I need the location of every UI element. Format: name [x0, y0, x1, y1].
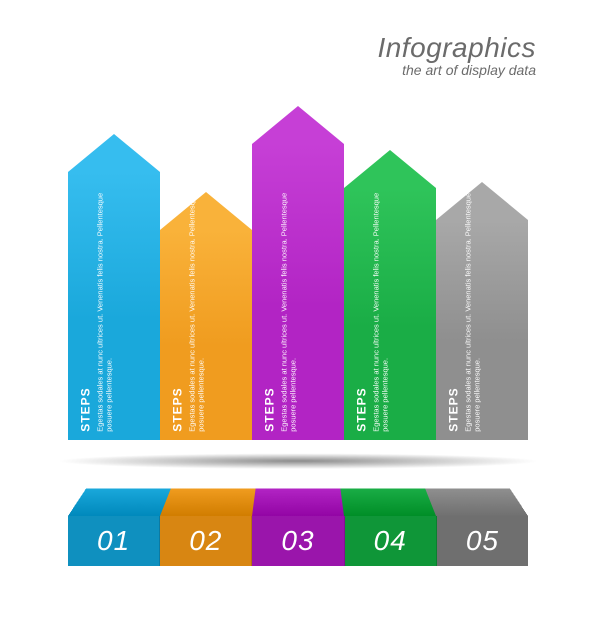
step-description: Egestas sodales at nunc ultrices ut. Ven… [371, 172, 390, 432]
step-label: STEPS [446, 172, 460, 432]
arrow-column-5: STEPS Egestas sodales at nunc ultrices u… [436, 182, 528, 440]
platform-top-seg [425, 489, 528, 516]
platform-number: 04 [345, 516, 437, 566]
step-label: STEPS [78, 172, 92, 432]
platform-top-seg [340, 489, 436, 516]
platform-number: 03 [252, 516, 344, 566]
arrow-column-3: STEPS Egestas sodales at nunc ultrices u… [252, 106, 344, 440]
platform-number: 02 [160, 516, 252, 566]
header-subtitle: the art of display data [377, 62, 536, 78]
step-description: Egestas sodales at nunc ultrices ut. Ven… [95, 172, 114, 432]
step-label: STEPS [262, 172, 276, 432]
platform-shadow [50, 453, 545, 469]
arrow-text: STEPS Egestas sodales at nunc ultrices u… [446, 172, 482, 432]
arrow-text: STEPS Egestas sodales at nunc ultrices u… [170, 172, 206, 432]
step-label: STEPS [170, 172, 184, 432]
platform-top-seg [68, 489, 171, 516]
header: Infographics the art of display data [377, 32, 536, 78]
platform: 01 02 03 04 05 [68, 460, 528, 566]
arrow-text: STEPS Egestas sodales at nunc ultrices u… [354, 172, 390, 432]
arrow-column-1: STEPS Egestas sodales at nunc ultrices u… [68, 134, 160, 440]
step-description: Egestas sodales at nunc ultrices ut. Ven… [187, 172, 206, 432]
arrow-text: STEPS Egestas sodales at nunc ultrices u… [262, 172, 298, 432]
arrow-column-2: STEPS Egestas sodales at nunc ultrices u… [160, 192, 252, 440]
step-label: STEPS [354, 172, 368, 432]
arrow-tip-icon [68, 134, 160, 172]
arrow-column-4: STEPS Egestas sodales at nunc ultrices u… [344, 150, 436, 440]
platform-front: 01 02 03 04 05 [68, 516, 528, 566]
platform-top-seg [160, 489, 256, 516]
infographic-stage: STEPS Egestas sodales at nunc ultrices u… [68, 100, 528, 600]
platform-number: 01 [68, 516, 160, 566]
step-description: Egestas sodales at nunc ultrices ut. Ven… [463, 172, 482, 432]
header-title: Infographics [377, 32, 536, 64]
arrow-tip-icon [252, 106, 344, 144]
platform-top [68, 489, 528, 516]
platform-top-seg [252, 489, 344, 516]
arrow-text: STEPS Egestas sodales at nunc ultrices u… [78, 172, 114, 432]
step-description: Egestas sodales at nunc ultrices ut. Ven… [279, 172, 298, 432]
platform-number: 05 [437, 516, 528, 566]
